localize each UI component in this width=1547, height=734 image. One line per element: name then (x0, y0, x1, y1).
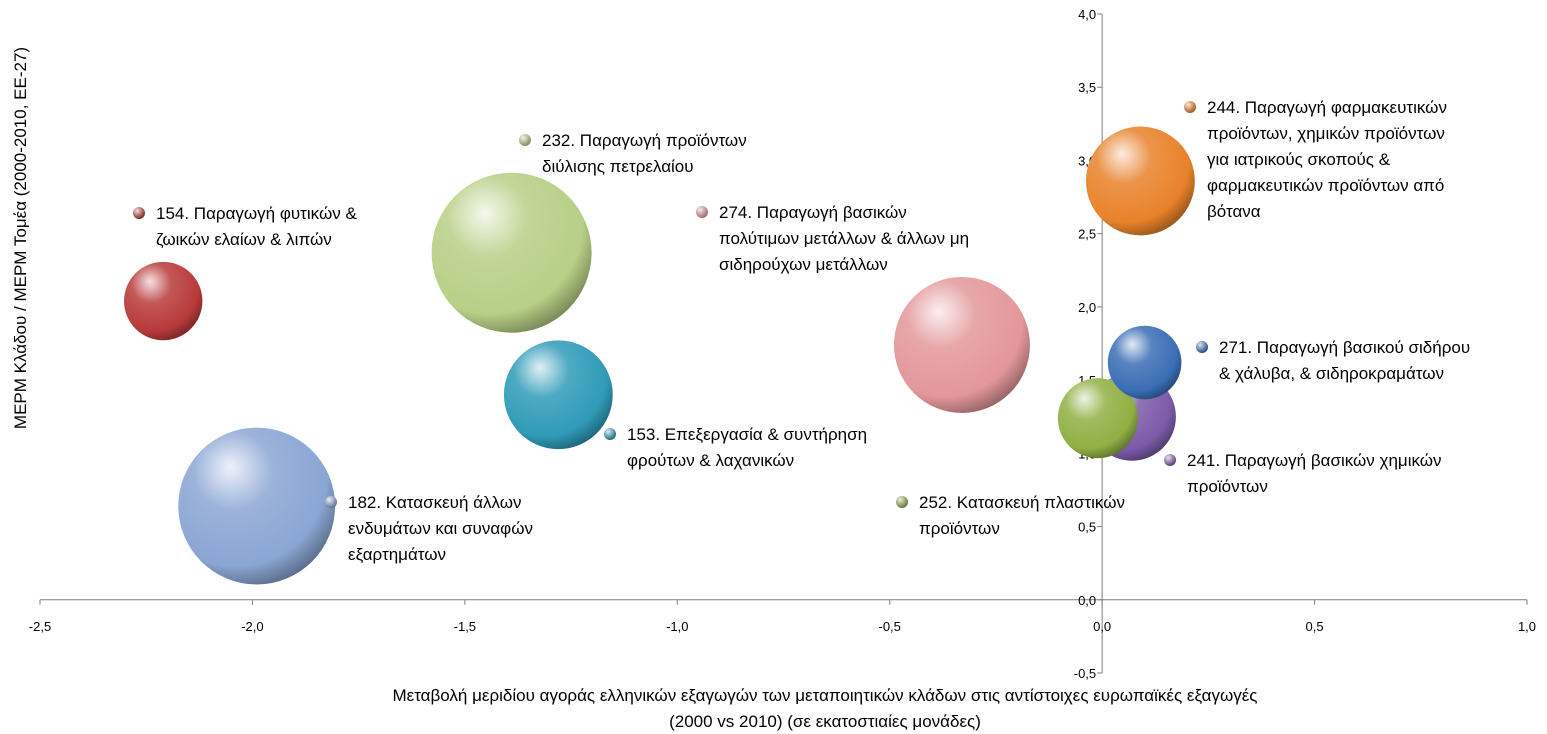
bubble-labels: 232. Παραγωγή προϊόντων διύλισης πετρελαί… (133, 98, 1470, 564)
bubble-label-232: 232. Παραγωγή προϊόντων διύλισης πετρελαί… (542, 131, 747, 176)
y-tick-label: 2,5 (1078, 227, 1096, 242)
label-marker-244 (1184, 101, 1196, 113)
bubble-label-241: 241. Παραγωγή βασικών χημικών προϊόντων (1187, 451, 1442, 496)
label-marker-241 (1164, 454, 1176, 466)
bubble-153 (503, 340, 613, 450)
y-axis-title: ΜΕΡΜ Κλάδου / ΜΕΡΜ Τομέα (2000-2010, ΕΕ-… (11, 47, 30, 429)
y-tick-label: 0,5 (1078, 520, 1096, 535)
x-tick-label: 1,0 (1518, 619, 1536, 634)
bubble-label-252: 252. Κατασκευή πλαστικών προϊόντων (919, 493, 1125, 538)
label-marker-271 (1196, 341, 1208, 353)
bubble-154 (124, 261, 203, 341)
label-marker-252 (896, 496, 908, 508)
bubble-232 (431, 172, 592, 333)
bubble-252 (1057, 378, 1138, 459)
bubble-271 (1107, 325, 1182, 400)
y-tick-label: 4,0 (1078, 7, 1096, 22)
bubble-182 (178, 427, 336, 585)
x-tick-label: -1,0 (666, 619, 688, 634)
bubble-label-182: 182. Κατασκευή άλλων ενδυμάτων και συναφώ… (348, 493, 533, 564)
bubble-label-244: 244. Παραγωγή φαρμακευτικών προϊόντων, χη… (1207, 98, 1447, 221)
bubbles (124, 126, 1195, 585)
bubble-274 (893, 276, 1030, 413)
label-marker-154 (133, 207, 145, 219)
x-tick-label: -2,5 (29, 619, 51, 634)
y-tick-label: -0,5 (1074, 666, 1096, 681)
bubble-label-154: 154. Παραγωγή φυτικών & ζωικών ελαίων & λ… (156, 204, 357, 249)
x-tick-label: -0,5 (879, 619, 901, 634)
bubble-label-271: 271. Παραγωγή βασικού σιδήρου & χάλυβα, &… (1219, 338, 1470, 383)
axis-titles: Μεταβολή μεριδίου αγοράς ελληνικών εξαγω… (11, 47, 1258, 731)
x-tick-label: -1,5 (454, 619, 476, 634)
bubble-label-153: 153. Επεξεργασία & συντήρηση φρούτων & λα… (627, 425, 867, 470)
x-axis-title: Μεταβολή μεριδίου αγοράς ελληνικών εξαγω… (392, 686, 1257, 705)
y-tick-label: 3,5 (1078, 80, 1096, 95)
y-tick-label: 2,0 (1078, 300, 1096, 315)
y-tick-label: 0,0 (1078, 593, 1096, 608)
label-marker-153 (604, 428, 616, 440)
axes: -2,5 -2,0 -1,5 -1,0 -0,5 0,0 0,5 1,0 -0,5 0,0 0,5 1… (29, 7, 1536, 681)
label-marker-274 (696, 206, 708, 218)
x-tick-label: 0,5 (1306, 619, 1324, 634)
bubble-label-274: 274. Παραγωγή βασικών πολύτιμων μετάλλων … (719, 203, 969, 274)
x-tick-label: -2,0 (241, 619, 263, 634)
bubble-244 (1085, 126, 1195, 236)
x-axis-title-line2: (2000 vs 2010) (σε εκατοστιαίες μονάδες) (669, 712, 981, 731)
label-marker-232 (519, 134, 531, 146)
label-marker-182 (325, 496, 337, 508)
x-tick-label: 0,0 (1093, 619, 1111, 634)
